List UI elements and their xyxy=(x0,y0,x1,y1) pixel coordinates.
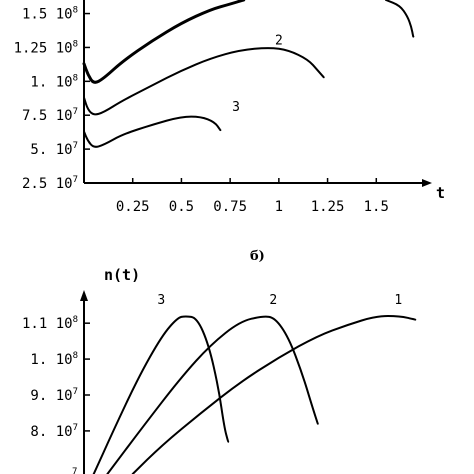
bottom-curve-1 xyxy=(131,315,417,474)
top-curve-1 xyxy=(82,0,246,84)
top-x-axis-arrow xyxy=(422,179,432,187)
top-y-tick-label: 1.5 108 xyxy=(22,6,78,23)
bottom-y-axis-label: n(t) xyxy=(104,266,140,284)
top-x-tick-label: 1.25 xyxy=(311,199,345,215)
bottom-curve-3 xyxy=(92,315,230,474)
top-y-tick-label: 1.25 108 xyxy=(14,39,78,56)
top-curves xyxy=(82,0,415,148)
top-x-tick-label: 0.75 xyxy=(213,199,247,215)
top-curve-3 xyxy=(83,115,222,148)
top-y-tick-label: 5. 107 xyxy=(30,141,78,158)
top-x-ticks: 0.25 0.5 0.75 1 1.25 1.5 xyxy=(116,178,389,215)
top-curve-2 xyxy=(83,47,325,116)
bottom-curve-label-2: 2 xyxy=(269,293,277,308)
top-x-axis-label: t xyxy=(436,184,445,202)
top-y-ticks: 2.5 107 5. 107 7.5 107 1. 108 1.25 108 1.5 10… xyxy=(14,6,90,192)
bottom-curve-label-3: 3 xyxy=(157,293,165,308)
bottom-curve-2 xyxy=(106,315,319,474)
bottom-y-tick-label: 8. 107 xyxy=(30,423,78,440)
top-curve-label-2: 2 xyxy=(275,34,283,49)
bottom-curve-label-1: 1 xyxy=(394,293,402,308)
top-y-tick-label: 1. 108 xyxy=(30,73,78,90)
bottom-partial-tick-exp: 7 xyxy=(72,467,77,474)
top-curve-tail xyxy=(385,0,415,38)
bottom-curve-labels: 1 2 3 xyxy=(157,293,402,308)
bottom-curves xyxy=(92,315,417,474)
top-curve-labels: 23 xyxy=(232,34,283,115)
top-x-tick-label: 0.25 xyxy=(116,199,150,215)
top-x-tick-label: 1.5 xyxy=(364,199,389,215)
top-chart: t 2.5 107 5. 107 7.5 107 1. 108 1.25 108 1.5 … xyxy=(14,0,445,215)
top-curve-label-3: 3 xyxy=(232,100,240,115)
top-x-tick-label: 1 xyxy=(275,199,283,215)
bottom-y-tick-label: 1.1 108 xyxy=(22,315,78,332)
bottom-y-ticks: 8. 107 9. 107 1. 108 1.1 108 7 xyxy=(22,315,90,474)
bottom-y-tick-label: 1. 108 xyxy=(30,351,78,368)
top-y-tick-label: 7.5 107 xyxy=(22,107,78,124)
top-y-tick-label: 2.5 107 xyxy=(22,175,78,192)
bottom-chart: n(t) 8. 107 9. 107 1. 108 1.1 108 7 1 2 3 xyxy=(22,266,417,474)
bottom-y-tick-label: 9. 107 xyxy=(30,387,78,404)
panel-b-label: б) xyxy=(250,249,265,264)
top-x-tick-label: 0.5 xyxy=(169,199,194,215)
bottom-y-axis-arrow xyxy=(80,290,88,301)
